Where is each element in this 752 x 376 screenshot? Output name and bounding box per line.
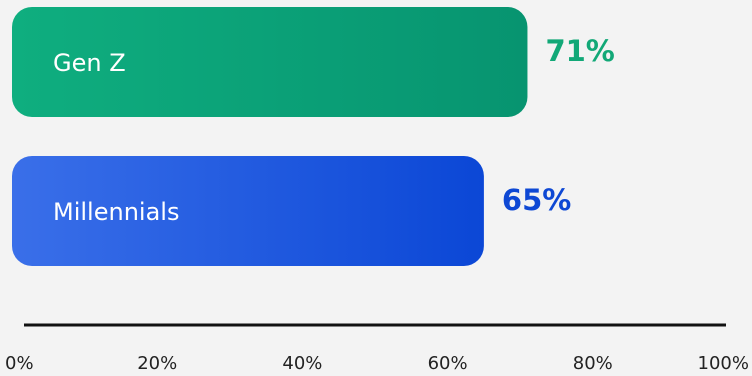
- x-axis-ticks: 0% 20% 40% 60% 80% 100%: [5, 353, 749, 374]
- x-tick-label-20: 20%: [137, 353, 177, 374]
- x-tick-label-100: 100%: [698, 353, 749, 374]
- bar-label-gen-z: Gen Z: [53, 49, 126, 77]
- x-tick-label-40: 40%: [282, 353, 322, 374]
- bar-value-millennials: 65%: [502, 183, 571, 217]
- bars-layer: Gen Z 71% Millennials 65%: [12, 7, 615, 266]
- x-tick-label-60: 60%: [428, 353, 468, 374]
- bar-value-gen-z: 71%: [545, 34, 614, 68]
- x-tick-label-80: 80%: [573, 353, 613, 374]
- bar-label-millennials: Millennials: [53, 198, 179, 226]
- bar-gen-z: [12, 7, 528, 117]
- x-tick-label-0: 0%: [5, 353, 34, 374]
- bar-millennials: [12, 156, 484, 266]
